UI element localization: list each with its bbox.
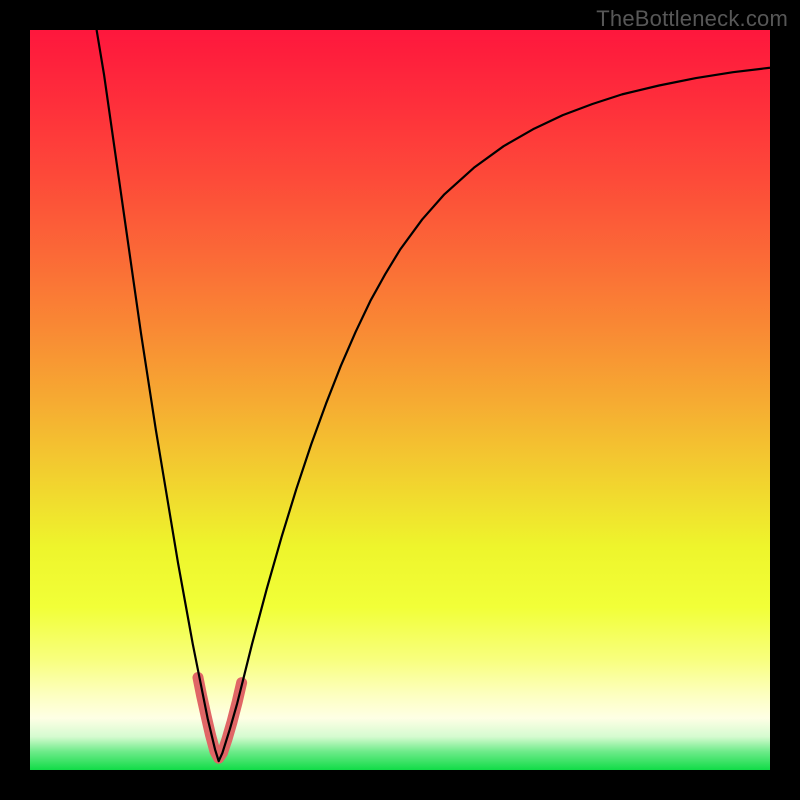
chart-container: TheBottleneck.com (0, 0, 800, 800)
marker-band (198, 678, 242, 759)
watermark-text: TheBottleneck.com (596, 6, 788, 32)
plot-area (30, 30, 770, 770)
bottleneck-curve (97, 30, 770, 761)
curve-layer (30, 30, 770, 770)
